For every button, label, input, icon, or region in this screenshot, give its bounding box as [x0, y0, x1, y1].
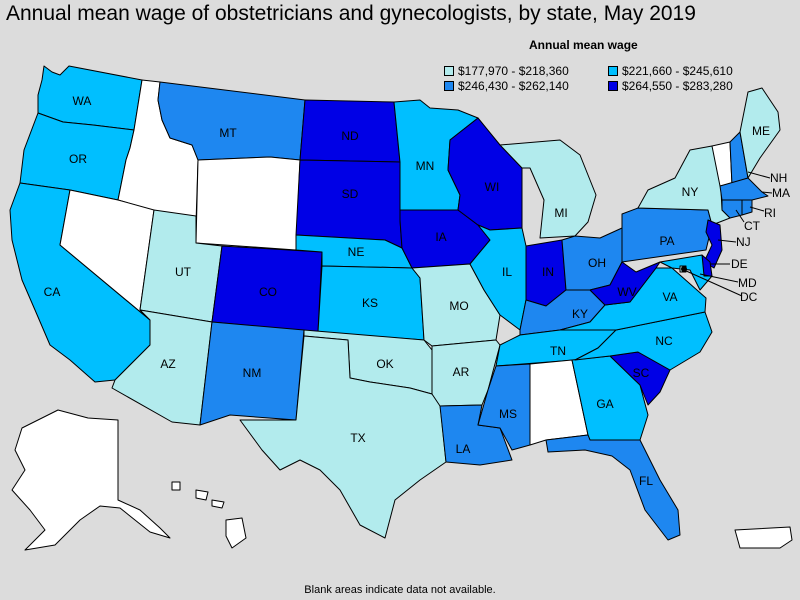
- state-sd[interactable]: [295, 159, 403, 249]
- state-me[interactable]: [739, 87, 781, 179]
- state-md[interactable]: [659, 254, 713, 291]
- label-mn: MN: [416, 159, 435, 173]
- label-ga: GA: [596, 397, 613, 411]
- label-ia: IA: [435, 230, 446, 244]
- label-ar: AR: [453, 365, 470, 379]
- label-sd: SD: [342, 187, 359, 201]
- label-me: ME: [752, 124, 770, 138]
- label-il: IL: [502, 265, 512, 279]
- state-la[interactable]: [439, 404, 513, 466]
- label-ky: KY: [572, 307, 588, 321]
- leader-line-ct: [735, 209, 745, 223]
- label-pa: PA: [659, 234, 674, 248]
- label-wv: WV: [617, 285, 636, 299]
- state-wy[interactable]: [195, 156, 301, 251]
- label-or: OR: [69, 152, 87, 166]
- label-oh: OH: [588, 256, 606, 270]
- label-tn: TN: [550, 344, 566, 358]
- leader-line-ri: [749, 206, 765, 212]
- label-az: AZ: [160, 357, 175, 371]
- label-nj: NJ: [736, 235, 751, 249]
- leader-line-nh: [747, 171, 771, 179]
- label-nd: ND: [341, 129, 359, 143]
- label-fl: FL: [639, 474, 653, 488]
- leader-line-dc: [683, 269, 743, 297]
- legend-label: $177,970 - $218,360: [458, 64, 569, 78]
- label-ri: RI: [764, 206, 776, 220]
- label-la: LA: [456, 442, 471, 456]
- legend-title: Annual mean wage: [529, 38, 638, 52]
- label-mo: MO: [449, 299, 468, 313]
- legend-item-tier-1: $177,970 - $218,360: [444, 64, 569, 78]
- state-nm[interactable]: [199, 321, 305, 426]
- label-nm: NM: [243, 366, 262, 380]
- legend-label: $221,660 - $245,610: [622, 64, 733, 78]
- legend-swatch: [444, 66, 454, 76]
- label-ok: OK: [376, 357, 393, 371]
- legend-item-tier-2: $221,660 - $245,610: [608, 64, 733, 78]
- state-pr[interactable]: [734, 526, 793, 549]
- leader-line-md: [699, 273, 739, 283]
- state-fl[interactable]: [545, 434, 681, 541]
- label-mt: MT: [219, 126, 237, 140]
- state-ri[interactable]: [741, 199, 753, 216]
- legend-swatch: [608, 66, 618, 76]
- label-co: CO: [259, 285, 277, 299]
- leader-line-ma: [761, 191, 773, 194]
- label-nh: NH: [770, 171, 787, 185]
- legend-item-tier-4: $264,550 - $283,280: [608, 79, 733, 93]
- legend-item-tier-3: $246,430 - $262,140: [444, 79, 569, 93]
- label-in: IN: [542, 265, 554, 279]
- label-dc: DC: [740, 290, 758, 304]
- leader-line-nj: [717, 239, 737, 243]
- legend-swatch: [608, 81, 618, 91]
- state-ct[interactable]: [721, 199, 743, 219]
- label-ma: MA: [772, 186, 790, 200]
- state-ak[interactable]: [11, 409, 171, 551]
- label-md: MD: [738, 276, 757, 290]
- legend-swatch: [444, 81, 454, 91]
- label-mi: MI: [554, 206, 567, 220]
- label-sc: SC: [633, 366, 650, 380]
- label-ne: NE: [348, 245, 365, 259]
- map-title: Annual mean wage of obstetricians and gy…: [6, 2, 696, 25]
- label-ca: CA: [44, 285, 61, 299]
- label-ms: MS: [499, 407, 517, 421]
- label-de: DE: [731, 257, 748, 271]
- label-va: VA: [662, 290, 677, 304]
- label-ny: NY: [682, 185, 699, 199]
- label-ks: KS: [362, 296, 378, 310]
- label-tx: TX: [350, 431, 365, 445]
- label-wi: WI: [485, 180, 500, 194]
- label-ut: UT: [175, 265, 192, 279]
- legend-label: $264,550 - $283,280: [622, 79, 733, 93]
- label-ct: CT: [744, 219, 761, 233]
- legend-label: $246,430 - $262,140: [458, 79, 569, 93]
- label-wa: WA: [73, 94, 92, 108]
- state-tx[interactable]: [239, 335, 447, 539]
- label-nc: NC: [655, 334, 673, 348]
- state-hi[interactable]: [171, 481, 247, 549]
- dc-marker: [681, 266, 687, 272]
- footnote: Blank areas indicate data not available.: [304, 584, 496, 596]
